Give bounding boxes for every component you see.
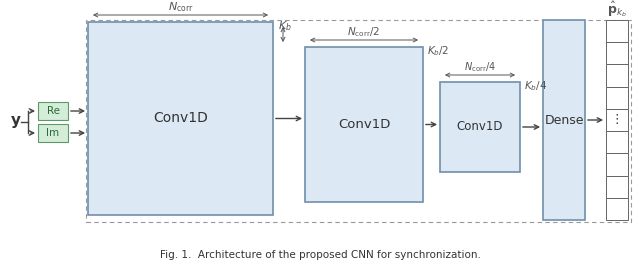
Bar (606, 153, 628, 176)
Bar (606, 42, 628, 65)
Text: $K_b/4$: $K_b/4$ (524, 79, 547, 93)
Text: $K_b/2$: $K_b/2$ (427, 44, 449, 58)
Text: Im: Im (47, 128, 60, 138)
Text: Conv1D: Conv1D (153, 111, 208, 126)
Text: Re: Re (47, 106, 60, 116)
Text: $N_{\rm corr}$: $N_{\rm corr}$ (168, 0, 193, 14)
Text: Conv1D: Conv1D (457, 121, 503, 133)
Text: Fig. 1.  Architecture of the proposed CNN for synchronization.: Fig. 1. Architecture of the proposed CNN… (159, 250, 481, 260)
Bar (606, 65, 628, 87)
Bar (543, 20, 585, 220)
Text: $K_b$: $K_b$ (278, 19, 292, 33)
Bar (606, 20, 628, 42)
Bar (606, 131, 628, 153)
Bar (305, 47, 423, 202)
Text: $\hat{\mathbf{p}}_{k_b}$: $\hat{\mathbf{p}}_{k_b}$ (607, 0, 627, 19)
Bar (440, 82, 520, 172)
Text: $N_{\rm corr}/4$: $N_{\rm corr}/4$ (464, 60, 496, 74)
Bar (606, 198, 628, 220)
Bar (606, 87, 628, 109)
Bar (38, 102, 68, 120)
Bar (38, 124, 68, 142)
Bar (88, 22, 273, 215)
Text: ⋮: ⋮ (611, 114, 623, 126)
Text: Dense: Dense (544, 114, 584, 126)
Bar (86, 20, 631, 222)
Bar (606, 109, 628, 131)
Text: $N_{\rm corr}/2$: $N_{\rm corr}/2$ (348, 25, 381, 39)
Text: Conv1D: Conv1D (338, 118, 390, 131)
Bar (606, 176, 628, 198)
Text: $\mathbf{y}$: $\mathbf{y}$ (10, 114, 22, 130)
